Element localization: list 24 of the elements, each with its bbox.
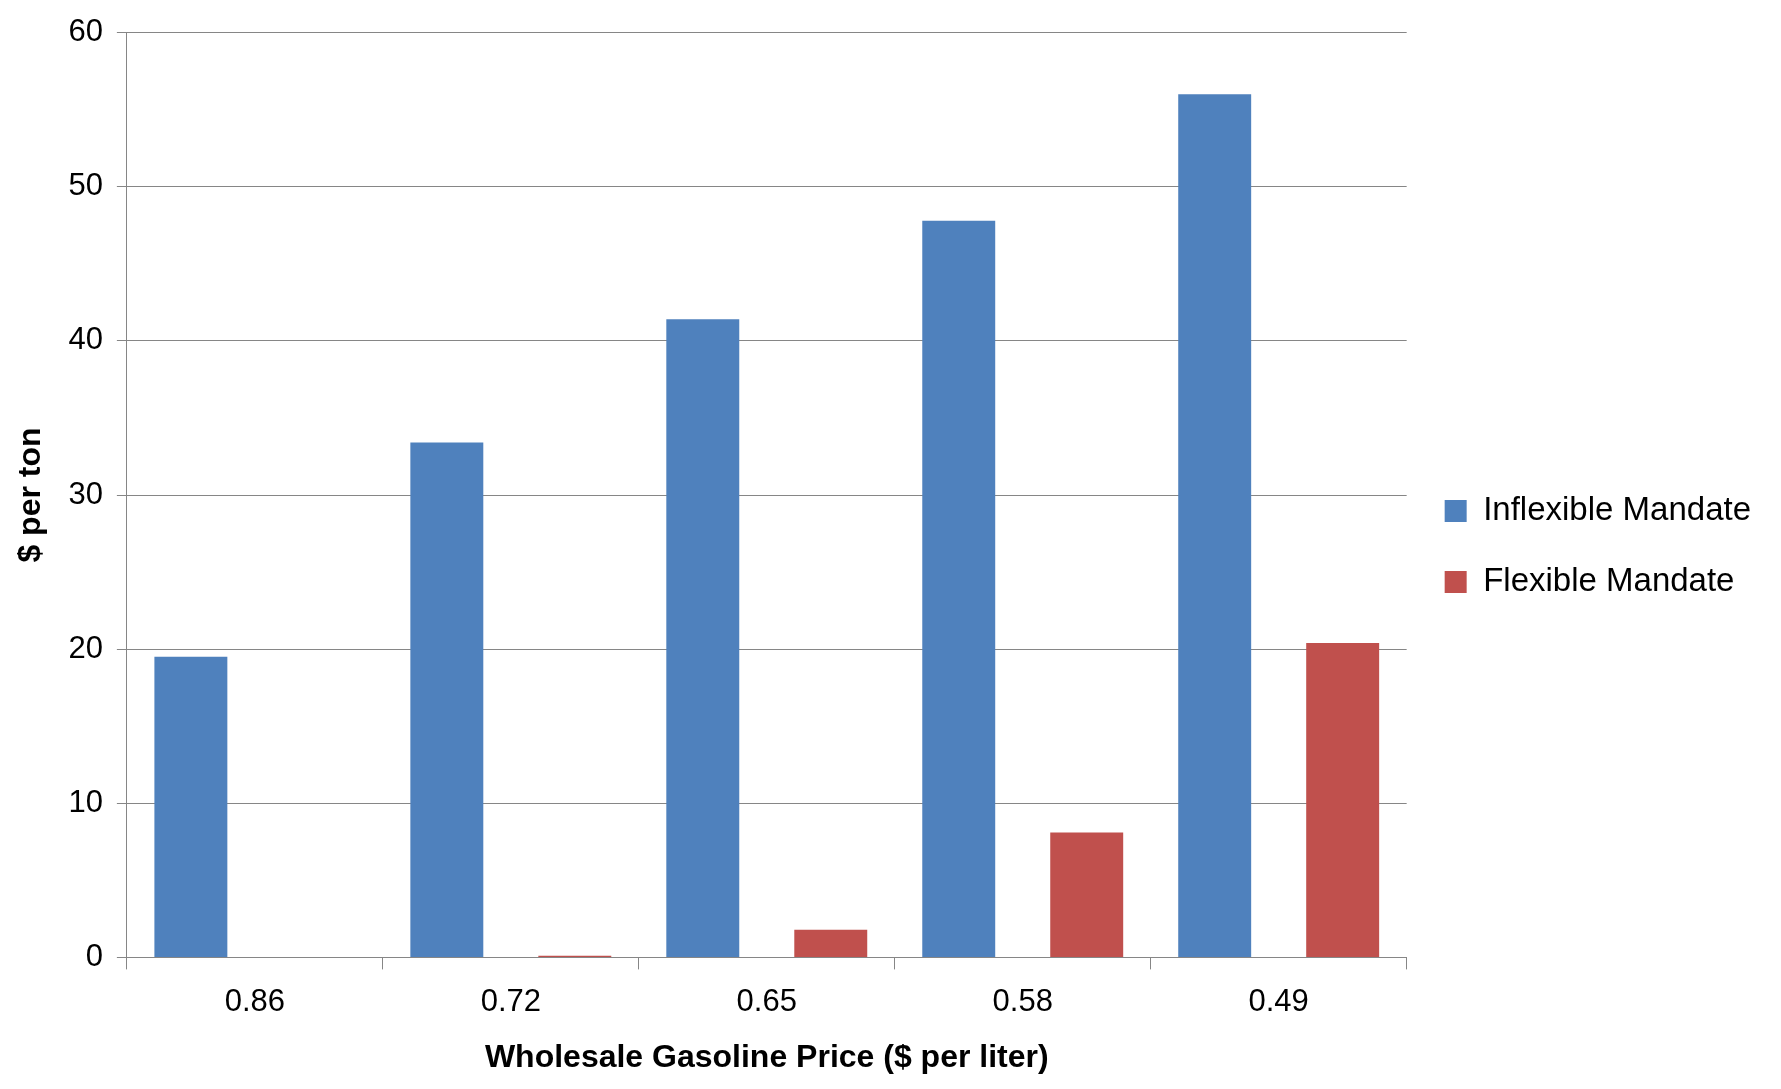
bar xyxy=(1050,832,1124,957)
y-tick-label: 50 xyxy=(68,167,103,203)
x-tick-label: 0.72 xyxy=(480,982,541,1018)
x-tick-label: 0.58 xyxy=(992,982,1053,1018)
bar xyxy=(154,656,228,957)
bar xyxy=(1306,642,1380,957)
bar xyxy=(794,929,868,957)
y-tick-label: 10 xyxy=(68,783,103,819)
x-tick-label: 0.86 xyxy=(224,982,286,1018)
bar xyxy=(922,220,996,957)
y-axis-title: $ per ton xyxy=(11,427,48,563)
legend-label: Flexible Mandate xyxy=(1483,561,1735,599)
y-tick-label: 60 xyxy=(68,13,103,49)
legend-label: Inflexible Mandate xyxy=(1483,490,1752,528)
y-tick-label: 30 xyxy=(68,475,103,511)
y-tick-label: 20 xyxy=(68,629,103,665)
y-tick-label: 40 xyxy=(68,321,103,357)
y-tick-label: 0 xyxy=(85,937,103,973)
bar xyxy=(1178,94,1252,957)
x-axis-title: Wholesale Gasoline Price ($ per liter) xyxy=(484,1037,1049,1074)
x-tick-label: 0.49 xyxy=(1248,982,1309,1018)
x-tick-label: 0.65 xyxy=(736,982,797,1018)
bar xyxy=(666,319,740,957)
bar xyxy=(410,442,484,957)
